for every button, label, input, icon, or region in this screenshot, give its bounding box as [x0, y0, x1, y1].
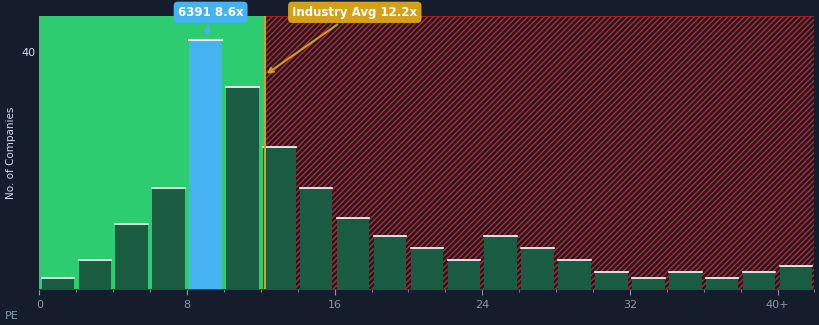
Bar	[705, 278, 738, 290]
Bar	[79, 260, 111, 290]
Bar	[447, 260, 479, 290]
Bar	[373, 236, 405, 290]
Bar	[595, 272, 627, 290]
Bar	[152, 188, 184, 290]
Bar	[115, 224, 147, 290]
Text: Industry Avg 12.2x: Industry Avg 12.2x	[269, 6, 417, 72]
Text: PE: PE	[5, 311, 18, 321]
Bar	[484, 236, 516, 290]
Bar	[189, 40, 221, 290]
Bar	[521, 248, 553, 290]
Bar	[42, 278, 74, 290]
Bar	[226, 87, 258, 290]
Bar	[779, 266, 812, 290]
Bar	[337, 218, 369, 290]
Bar	[410, 248, 442, 290]
Bar	[300, 188, 332, 290]
Bar	[668, 272, 700, 290]
Bar	[631, 278, 663, 290]
Bar	[742, 272, 775, 290]
Text: 6391 8.6x: 6391 8.6x	[178, 6, 243, 34]
Bar	[263, 147, 295, 290]
Bar	[265, 16, 813, 290]
Bar	[265, 16, 813, 290]
Bar	[558, 260, 590, 290]
Bar	[39, 16, 265, 290]
Y-axis label: No. of Companies: No. of Companies	[6, 107, 16, 199]
